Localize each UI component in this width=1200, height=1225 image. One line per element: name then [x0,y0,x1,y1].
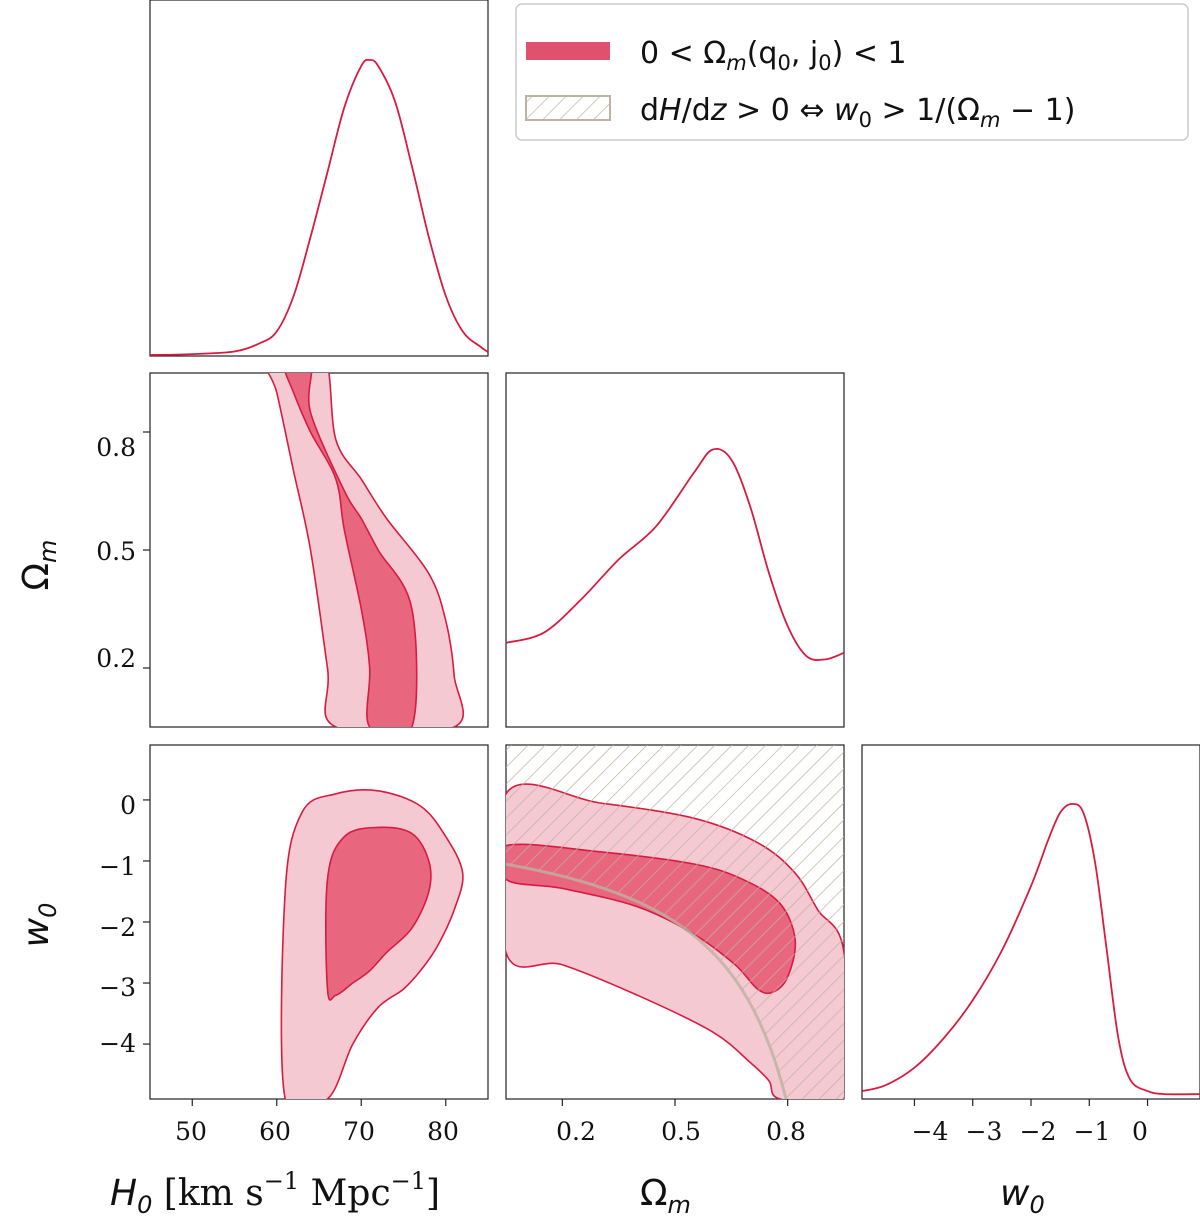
tick-w0-y-m3: −3 [99,973,136,1002]
tick-om-y-0.5: 0.5 [96,537,136,566]
xlabel-w0: w0 [1000,1173,1045,1219]
legend-frame [515,3,1189,141]
ylabel-om: Ωm [16,540,62,591]
tick-w0-x-m3: −3 [966,1117,1003,1146]
tick-om-x-0.5: 0.5 [661,1117,701,1146]
tick-om-x-0.8: 0.8 [766,1117,806,1146]
xlabel-h0: H0 [km s−1 Mpc−1] [110,1167,440,1219]
legend-label-hatch: dH/dz > 0 ⇔ w0 > 1/(Ωm − 1) [640,93,1075,132]
panel-om-marginal [505,372,845,728]
tick-w0-y-m1: −1 [99,852,136,881]
legend-swatch-constraint [526,42,610,60]
legend: 0 < Ωm(q0, j0) < 1 dH/dz > 0 ⇔ w0 > 1/(Ω… [515,3,1189,141]
tick-h0-60: 60 [259,1117,291,1146]
tick-h0-70: 70 [343,1117,375,1146]
w0-h0-contour-68 [325,826,432,1001]
panel-w0-marginal [861,744,1200,1100]
tick-om-y-0.2: 0.2 [96,644,136,673]
tick-w0-x-m4: −4 [912,1117,949,1146]
tick-h0-50: 50 [175,1117,207,1146]
tick-w0-y-m2: −2 [99,913,136,942]
panel-h0-marginal [149,0,489,357]
tick-w0-x-m1: −1 [1074,1117,1111,1146]
hatch-boundary-line [506,862,788,1099]
om-h0-contour-68 [284,373,418,727]
marginal-om-line [506,448,844,661]
tick-om-y-0.8: 0.8 [96,433,136,462]
tick-w0-x-m2: −2 [1020,1117,1057,1146]
ylabel-w0: w0 [16,903,62,948]
tick-w0-y-m4: −4 [99,1029,136,1058]
tick-w0-x-0: 0 [1132,1117,1148,1146]
legend-label-constraint: 0 < Ωm(q0, j0) < 1 [640,36,907,75]
marginal-h0-line [150,58,488,356]
tick-om-x-0.2: 0.2 [556,1117,596,1146]
tick-w0-y-0: 0 [120,791,136,820]
legend-swatch-hatch [525,95,611,121]
tick-h0-80: 80 [427,1117,459,1146]
marginal-w0-line [862,803,1200,1096]
xlabel-om: Ωm [640,1173,691,1219]
